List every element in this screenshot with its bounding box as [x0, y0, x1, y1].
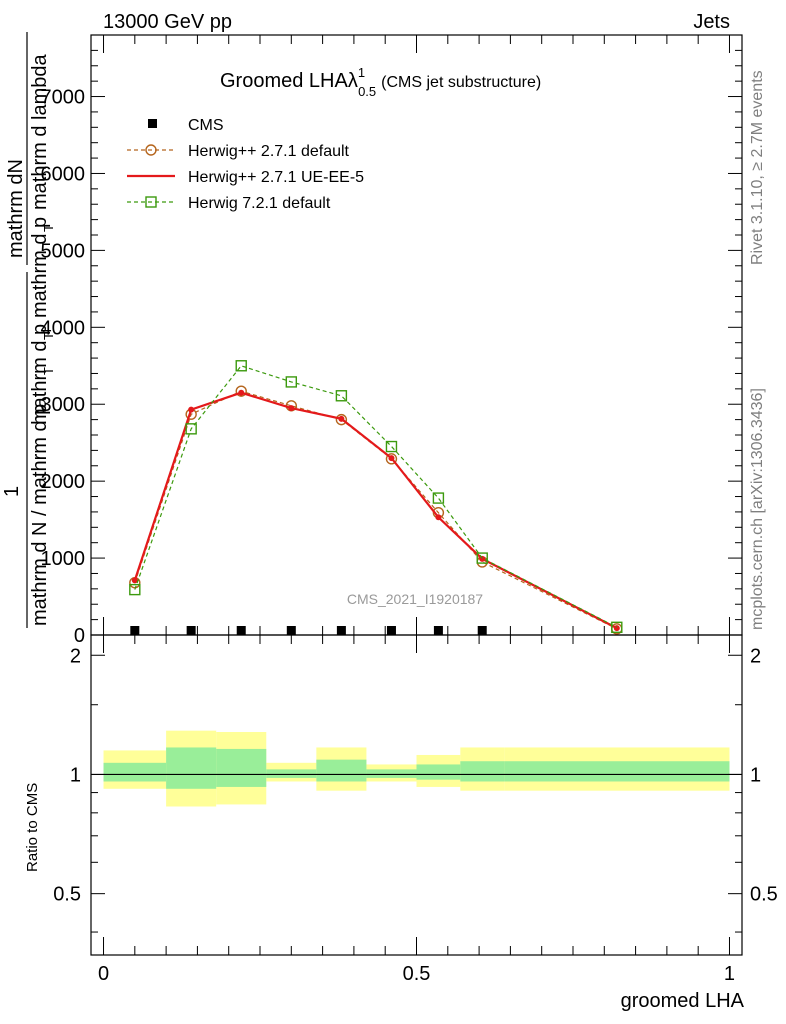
main-ytick-label: 0	[74, 625, 85, 647]
main-series-layer	[129, 360, 623, 635]
legend-cms-label: CMS	[188, 117, 224, 134]
ratio-y-axis-label: Ratio to CMS	[24, 783, 41, 872]
ratio-y-axis: 0.5 0.5 1 1 2 2	[53, 645, 778, 933]
header-left: 13000 GeV pp	[103, 11, 232, 33]
ratio-xtick-label: 0.5	[403, 963, 431, 985]
chart-title-extra: (CMS jet substructure)	[381, 74, 541, 91]
main-plot-panel: 0 1000 2000 3000 4000 5000 6000 7000 CMS_2021_I…	[41, 34, 743, 647]
ratio-band-inner	[216, 748, 267, 787]
series-point-herwig-2-7-1-ue-ee-5	[479, 555, 486, 562]
ylabel-top: mathrm dN	[5, 159, 27, 258]
series-point-herwig-7-2-1-default	[129, 583, 141, 596]
cms-data-point	[336, 626, 346, 635]
ratio-ytick-label-left: 2	[70, 645, 81, 667]
ratio-x-axis: 0 0.5 1	[98, 635, 735, 985]
legend-item-herwig7-default: Herwig 7.2.1 default	[127, 195, 331, 212]
ratio-ytick-label-left: 0.5	[53, 884, 81, 906]
ylabel-mid-1-sub: T	[41, 332, 56, 340]
main-ytick-label: 2000	[41, 471, 86, 493]
ratio-ytick-label-right: 0.5	[750, 884, 778, 906]
series-point-herwig-2-7-1-ue-ee-5	[388, 455, 395, 462]
ratio-band-inner	[504, 761, 730, 782]
main-ytick-label: 6000	[41, 163, 86, 185]
legend-item-herwigpp-ueee5: Herwig++ 2.7.1 UE-EE-5	[127, 169, 364, 186]
series-point-herwig-7-2-1-default	[611, 621, 623, 634]
series-point-herwig-2-7-1-ue-ee-5	[435, 514, 442, 521]
ratio-ytick-label-left: 1	[70, 764, 81, 786]
cms-data-point	[130, 626, 140, 635]
legend: CMS Herwig++ 2.7.1 default Herwig++ 2.7.…	[127, 117, 364, 212]
series-point-herwig-7-2-1-default	[185, 423, 197, 435]
series-point-herwig-2-7-1-default	[385, 453, 398, 465]
series-line-herwig-7-2-1-default	[134, 365, 618, 628]
legend-herwigpp-default-marker	[145, 144, 157, 156]
series-point-herwig-2-7-1-ue-ee-5	[238, 389, 245, 396]
ratio-bands	[91, 730, 742, 807]
cms-data-point	[236, 626, 246, 635]
legend-item-cms: CMS	[148, 117, 224, 134]
main-ytick-label: 5000	[41, 240, 86, 262]
chart-title-main: Groomed LHAλ	[220, 70, 358, 92]
legend-item-herwigpp-default: Herwig++ 2.7.1 default	[127, 143, 350, 160]
ylabel-bottom-sub: T	[41, 367, 56, 375]
chart-title-sup: 1	[358, 65, 365, 80]
series-point-herwig-7-2-1-default	[432, 492, 445, 504]
series-point-herwig-7-2-1-default	[235, 360, 247, 372]
legend-herwig7-default-label: Herwig 7.2.1 default	[188, 195, 331, 212]
main-ytick-label: 7000	[41, 87, 86, 109]
ratio-ytick-label-right: 2	[750, 645, 761, 667]
ratio-band-inner	[366, 769, 417, 778]
legend-cms-marker	[148, 119, 157, 128]
series-point-herwig-2-7-1-ue-ee-5	[288, 405, 295, 412]
ylabel-mid-2-sub: T	[41, 224, 56, 232]
ylabel-one: 1	[1, 486, 23, 497]
chart-title-sub: 0.5	[358, 84, 376, 99]
cms-data-point	[186, 626, 196, 635]
series-point-herwig-7-2-1-default	[335, 390, 348, 402]
ratio-plot-panel: 0.5 0.51 12 2 0 0.5 1 Ratio to CMS groomed LH…	[24, 634, 778, 1012]
ylabel-mid-3: mathrm d lambda	[29, 54, 51, 210]
legend-herwigpp-ueee5-label: Herwig++ 2.7.1 UE-EE-5	[188, 169, 364, 186]
series-point-herwig-2-7-1-default	[235, 385, 247, 397]
ratio-xtick-label: 0	[98, 963, 109, 985]
x-axis-label: groomed LHA	[621, 990, 745, 1012]
series-point-herwig-2-7-1-default	[335, 413, 348, 426]
legend-herwig7-default-marker	[145, 196, 157, 208]
ratio-band-inner	[166, 747, 217, 789]
series-point-herwig-2-7-1-ue-ee-5	[188, 406, 195, 413]
series-point-herwig-2-7-1-ue-ee-5	[131, 577, 138, 584]
ratio-band-inner	[103, 762, 167, 782]
main-y-axis-label: mathrm dN mathrm d lambda T mathrm d p T…	[1, 32, 56, 628]
rivet-label: Rivet 3.1.10, ≥ 2.7M events	[749, 70, 766, 265]
cms-data-point	[433, 626, 443, 635]
chart-title: Groomed LHAλ1 0.5 (CMS jet substructure)	[220, 65, 541, 99]
series-point-herwig-7-2-1-default	[285, 376, 298, 388]
chart-watermark: CMS_2021_I1920187	[347, 591, 483, 607]
ylabel-mid-1: mathrm d p	[29, 324, 51, 425]
legend-herwigpp-default-label: Herwig++ 2.7.1 default	[188, 143, 350, 160]
cms-data-point	[386, 626, 396, 635]
ratio-band-inner	[416, 764, 461, 780]
main-y-axis: 0 1000 2000 3000 4000 5000 6000 7000	[41, 49, 742, 647]
series-point-herwig-7-2-1-default	[385, 440, 398, 453]
ylabel-bottom: mathrm d N / mathrm d p	[29, 404, 51, 626]
ratio-ytick-label-right: 1	[750, 764, 761, 786]
series-point-herwig-2-7-1-ue-ee-5	[613, 625, 620, 632]
ratio-xtick-label: 1	[724, 963, 735, 985]
ratio-band-inner	[266, 769, 317, 778]
ratio-band-inner	[316, 759, 367, 782]
main-ytick-label: 1000	[41, 548, 86, 570]
mcplots-label: mcplots.cern.ch [arXiv:1306.3436]	[749, 388, 766, 630]
cms-data-point	[477, 626, 487, 635]
cms-data-point	[286, 626, 296, 635]
main-ytick-label: 4000	[41, 317, 86, 339]
series-point-herwig-2-7-1-ue-ee-5	[338, 415, 345, 422]
ratio-band-inner	[460, 761, 505, 782]
main-ytick-label: 3000	[41, 394, 86, 416]
series-point-herwig-7-2-1-default	[476, 552, 488, 564]
header-right: Jets	[693, 11, 730, 33]
ylabel-mid-2: mathrm d p	[29, 217, 51, 318]
